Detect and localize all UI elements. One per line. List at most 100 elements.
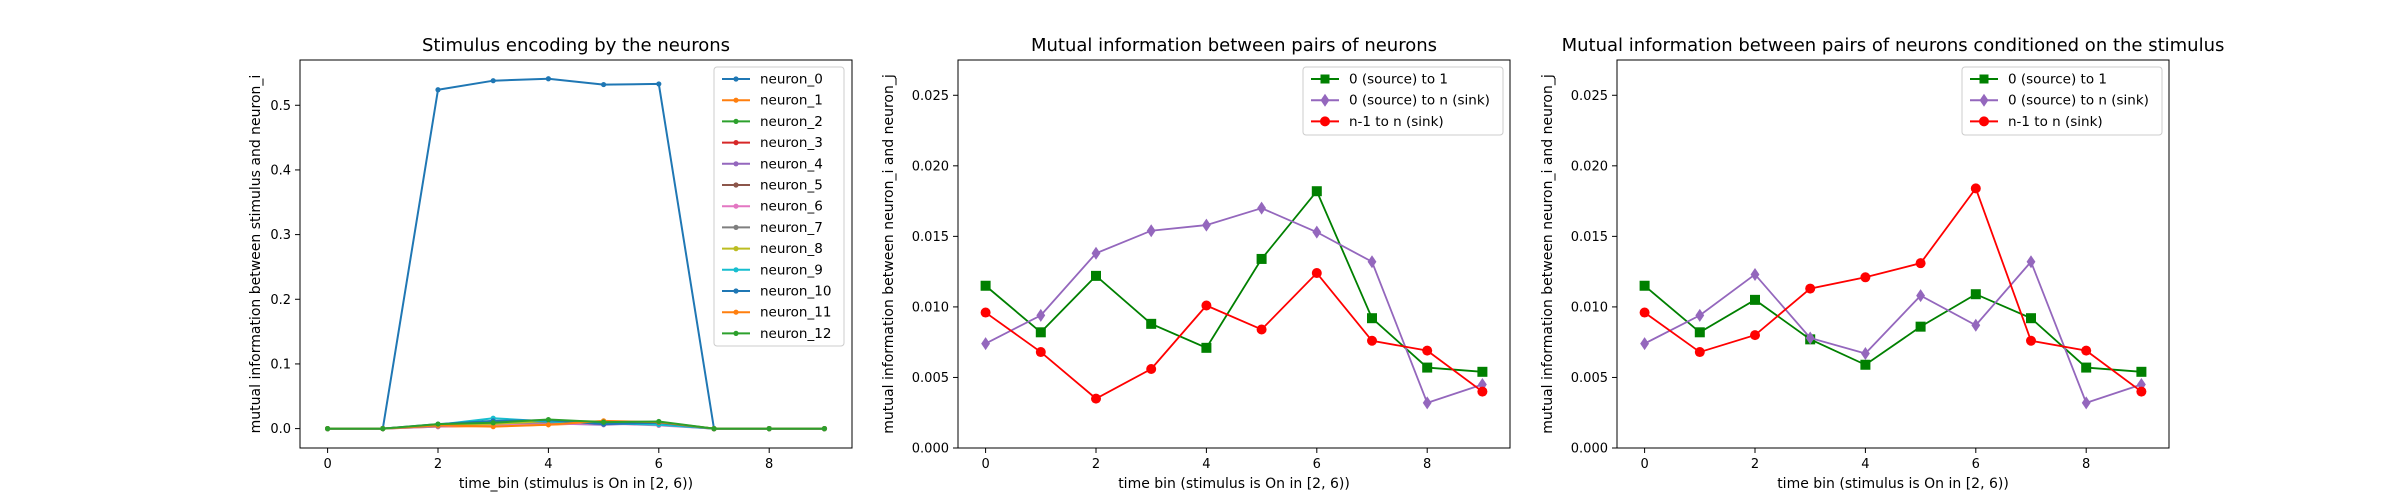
legend-entry: neuron_10 [722,284,831,300]
x-tick-label: 6 [655,457,663,472]
legend-label: 0 (source) to 1 [1349,72,1448,88]
y-tick-label: 0.000 [912,442,949,457]
y-tick-label: 0.025 [912,89,949,104]
panel-pairwise-mutual-information: 0 2 4 6 8 0.000 0.005 0.010 0.015 0.020 0.025 Mutua… [881,35,1511,492]
legend-label: n-1 to n (sink) [1349,114,1444,130]
x-axis-label: time_bin (stimulus is On in [2, 6)) [459,476,693,492]
legend-entry: neuron_6 [722,199,823,215]
data-point [2026,313,2036,324]
data-point [490,424,496,430]
y-tick-label: 0.5 [270,99,291,114]
data-point [1477,366,1488,377]
chart-title: Mutual information between pairs of neur… [1562,35,2225,56]
data-point [1201,300,1212,311]
data-point [1091,393,1101,404]
legend-label: 0 (source) to 1 [2008,72,2107,88]
data-point [2136,386,2147,397]
data-point [1422,362,1433,373]
legend-marker [733,76,739,82]
data-point [1640,337,1650,351]
legend-label: 0 (source) to n (sink) [2008,93,2149,109]
data-point [1805,331,1815,345]
x-tick-label: 8 [765,457,773,472]
series-line [985,271,1483,400]
x-tick-label: 2 [1751,457,1759,472]
data-point [1970,183,1981,194]
x-tick-label: 0 [1640,457,1648,472]
legend-label: neuron_5 [760,178,823,194]
y-tick-label: 0.005 [1571,371,1608,386]
data-point [1694,347,1705,358]
data-point [1970,289,1981,300]
data-point [980,307,991,318]
data-point [1694,327,1705,338]
y-tick-label: 0.015 [912,230,949,245]
x-tick-label: 0 [981,457,989,472]
data-point [1915,258,1926,269]
legend-entry: neuron_5 [722,178,823,194]
legend-label: neuron_9 [760,262,823,278]
axes-frame [1616,59,2170,449]
data-point [1367,313,1377,324]
series-line [985,207,1483,404]
x-axis-label: time bin (stimulus is On in [2, 6)) [1777,476,2009,492]
y-axis-label: mutual information between stimulus and … [248,75,264,434]
series-n-1-to-n-sink [980,268,1488,404]
x-tick-label: 2 [434,457,442,472]
legend-label: 0 (source) to n (sink) [1349,93,1490,109]
series-line [1644,186,2142,393]
data-point [1146,224,1156,238]
legend-marker [733,140,739,146]
x-tick-label: 8 [2082,457,2090,472]
legend-marker [733,118,739,124]
legend: 0 (source) to 1 0 (source) to n (sink) n-1… [1302,66,1504,136]
x-tick-label: 8 [1423,457,1431,472]
y-tick-label: 0.1 [270,357,291,372]
x-tick-label: 4 [1861,457,1869,472]
y-tick-label: 0.020 [1571,159,1608,174]
data-point [2081,362,2092,373]
legend-entry: neuron_11 [722,305,831,321]
data-point [1477,386,1488,397]
data-point [1201,218,1211,232]
axes-frame [957,59,1511,449]
y-tick-label: 0.020 [912,159,949,174]
data-point [2026,255,2036,269]
data-point [1750,330,1760,341]
legend-marker [1979,74,1989,84]
legend-label: neuron_8 [760,241,823,257]
legend-label: neuron_7 [760,220,823,236]
legend-entry: neuron_4 [722,156,823,172]
data-point [435,87,441,93]
data-point [766,426,772,432]
y-tick-label: 0.3 [270,228,291,243]
legend-box [1302,66,1504,136]
y-axis-label: mutual information between neuron_i and … [881,74,897,434]
legend-entry: neuron_3 [722,135,823,151]
chart-title: Stimulus encoding by the neurons [422,35,730,56]
series-0-source-to-1 [1639,280,2147,377]
series-n-1-to-n-sink [1639,183,2147,397]
data-point [656,81,662,87]
y-axis-label: mutual information between neuron_i and … [1540,74,1556,434]
data-point [1915,321,1926,332]
data-point [601,81,607,88]
legend-label: neuron_12 [760,326,831,342]
legend-marker [733,224,739,230]
data-point [1750,294,1760,305]
y-tick-label: 0.005 [912,371,949,386]
x-tick-label: 0 [323,457,331,472]
legend-label: neuron_10 [760,284,831,300]
series-0-source-to-1 [980,186,1488,377]
data-point [1639,280,1650,291]
legend-marker [733,267,739,273]
legend-box [713,66,845,347]
legend-marker [733,97,739,103]
data-point [2081,396,2091,410]
data-point [1367,335,1377,346]
legend-entry: 0 (source) to 1 [1311,72,1448,88]
data-point [1146,363,1157,374]
y-tick-label: 0.015 [1571,230,1608,245]
legend: 0 (source) to 1 0 (source) to n (sink) n-1… [1961,66,2163,136]
